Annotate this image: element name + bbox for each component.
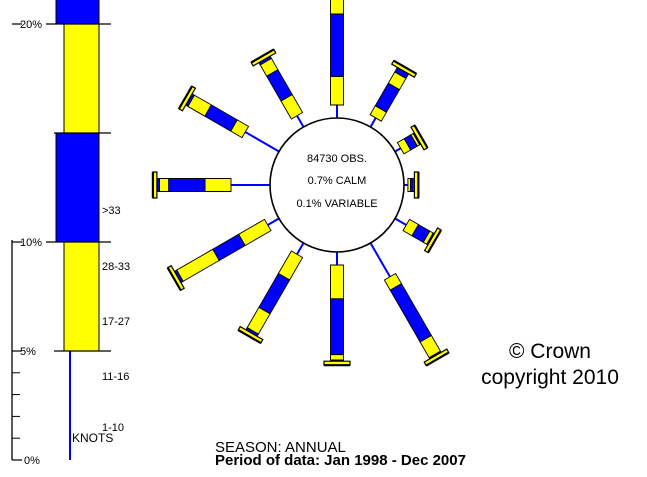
spoke-end-cap — [250, 48, 277, 67]
segment-1-10 — [296, 242, 305, 255]
spoke-end-edge — [425, 351, 450, 367]
spoke-270-deg — [151, 171, 270, 199]
key-label-28-33: 28-33 — [102, 261, 130, 273]
spoke-end-cap — [410, 124, 429, 151]
speed-key: KNOTS 1-10 11-16 17-27 28-33 >33 0% 5% 10% 20% — [11, 0, 130, 467]
observation-count: 84730 OBS. — [307, 153, 367, 165]
spoke-end-cap — [423, 348, 450, 367]
spoke-end-edge — [427, 229, 442, 254]
spoke-end-edge — [413, 124, 429, 149]
copyright-line-1: © Crown — [509, 340, 591, 363]
segment-28-33 — [176, 248, 220, 282]
spoke-end-cap — [166, 264, 186, 292]
spoke-30-deg — [369, 59, 418, 128]
spoke-end-cap — [178, 85, 197, 112]
segment-11-16 — [330, 75, 344, 106]
scale-tick-label-0%: 0% — [24, 455, 40, 467]
segment-17-27 — [168, 178, 206, 192]
segment-17-27 — [330, 298, 344, 356]
segment-1-10 — [296, 115, 305, 128]
segment-1-10 — [394, 217, 407, 226]
scale-tick-label-10%: 10% — [20, 237, 42, 249]
spoke-end-cap — [237, 325, 264, 344]
key-label-11-16: 11-16 — [102, 371, 129, 383]
key-segment->33 — [55, 0, 100, 25]
key-label-17-27: 17-27 — [102, 316, 130, 328]
spoke-end-cap — [423, 227, 442, 254]
spoke-120-deg — [394, 217, 442, 254]
spoke-end-edge — [250, 48, 275, 64]
segment-1-10 — [267, 217, 280, 226]
key-segment-11-16 — [63, 241, 100, 352]
center-circle — [269, 117, 405, 253]
calm-percent: 0.7% CALM — [308, 175, 367, 187]
spoke-240-deg — [166, 217, 280, 292]
segment-11-16 — [330, 264, 344, 300]
spoke-end-edge — [177, 85, 193, 110]
spoke-210-deg — [237, 242, 305, 345]
segment-1-10 — [369, 242, 391, 278]
spoke-end-edge — [237, 329, 262, 345]
copyright-line-2: copyright 2010 — [481, 366, 619, 389]
spoke-330-deg — [250, 48, 305, 128]
segment-17-27 — [204, 104, 238, 132]
season-label: SEASON: ANNUAL — [215, 439, 346, 456]
key-unit-label: KNOTS — [72, 431, 113, 445]
spoke-end-cap — [390, 59, 418, 79]
segment-1-10 — [244, 131, 280, 153]
segment-17-27 — [212, 233, 246, 262]
period-label: Period of data: Jan 1998 - Dec 2007 — [215, 452, 466, 469]
key-label-1-10: 1-10 — [102, 422, 124, 434]
segment-11-16 — [237, 218, 272, 247]
segment-28-33 — [330, 0, 344, 15]
segment-1-10 — [369, 117, 377, 128]
variable-percent: 0.1% VARIABLE — [296, 198, 377, 210]
season-info: SEASON: ANNUAL Period of data: Jan 1998 … — [215, 439, 466, 469]
segment-28-33 — [159, 178, 170, 192]
scale-tick-label-5%: 5% — [20, 346, 36, 358]
segment-17-27 — [330, 13, 344, 77]
segment-17-27 — [389, 283, 433, 343]
spoke-90-deg — [404, 171, 420, 199]
key-label->33: >33 — [102, 205, 121, 217]
key-segment-17-27 — [55, 132, 100, 243]
segment-11-16 — [204, 178, 232, 192]
rose-spokes — [151, 0, 450, 367]
spoke-end-edge — [166, 267, 182, 291]
segment-28-33 — [330, 354, 344, 361]
segment-1-10 — [394, 147, 402, 153]
spoke-0-deg — [330, 0, 344, 118]
scale-tick-label-20%: 20% — [20, 19, 42, 31]
spoke-300-deg — [177, 85, 280, 153]
spoke-60-deg — [394, 124, 429, 155]
spoke-end-edge — [393, 59, 417, 75]
spoke-150-deg — [369, 242, 450, 367]
segment-17-27 — [258, 272, 291, 315]
key-segment-28-33 — [63, 23, 100, 134]
spoke-180-deg — [323, 252, 351, 367]
